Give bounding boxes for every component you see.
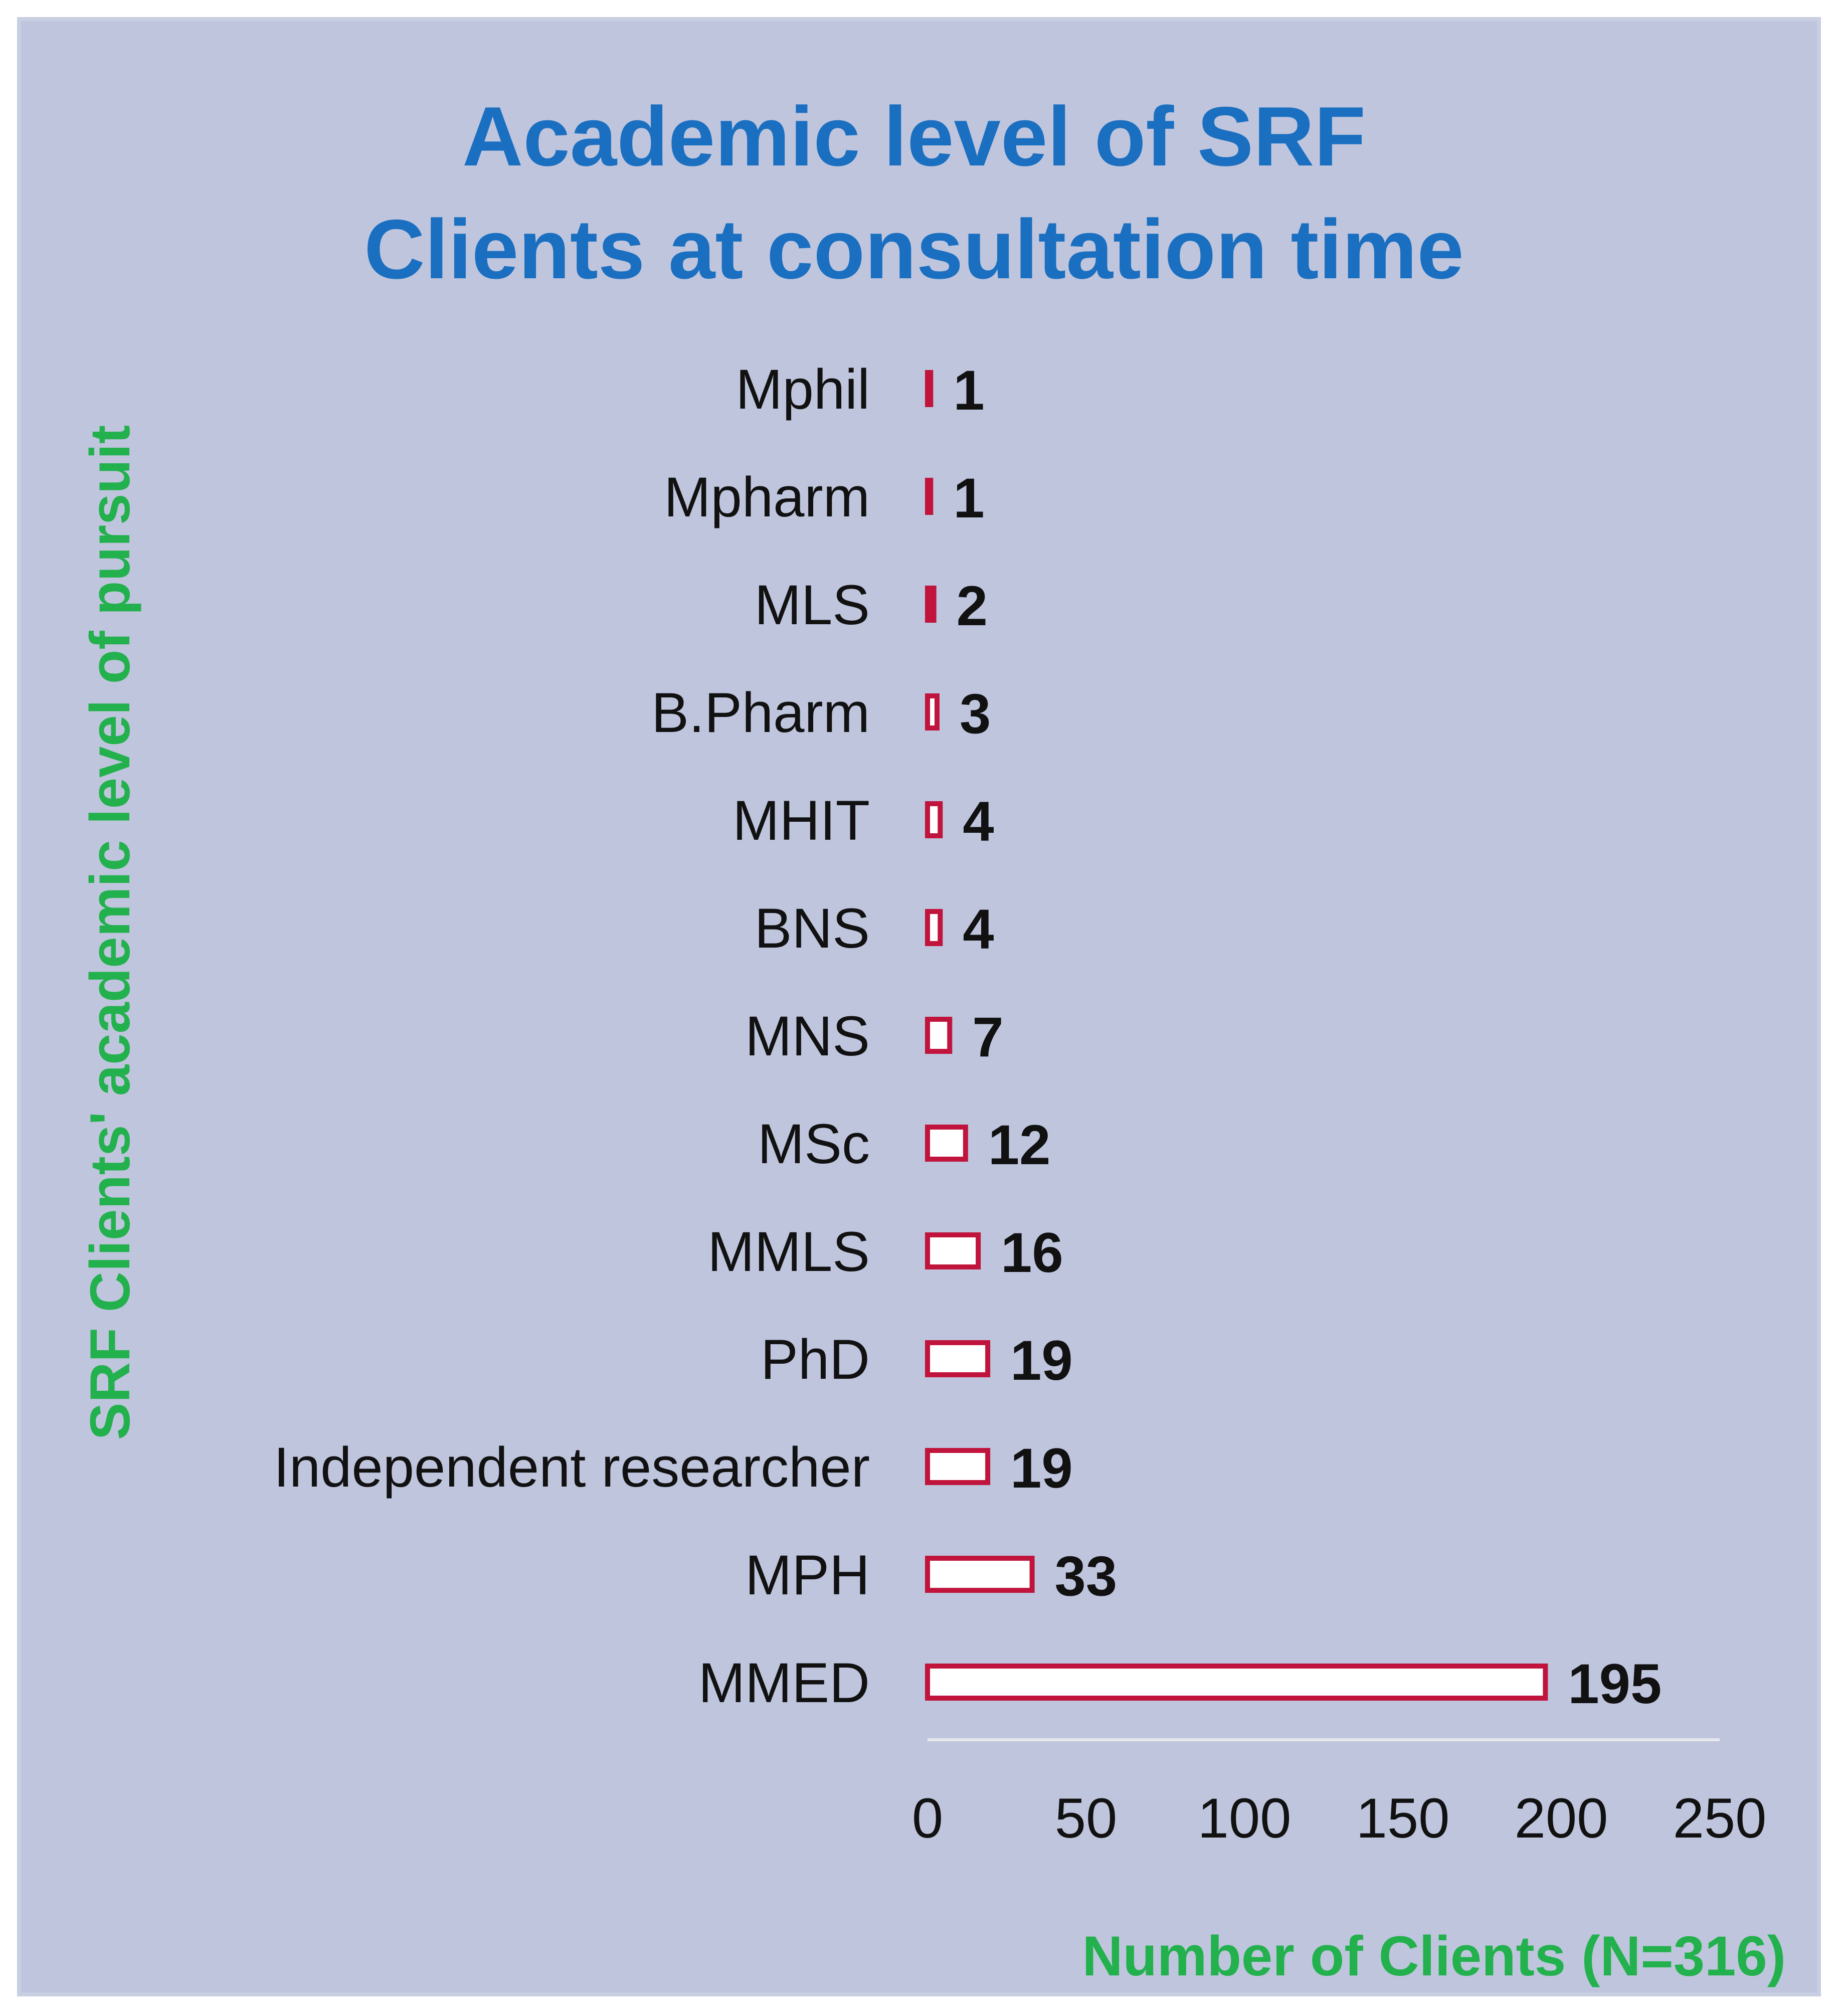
x-tick-label: 250 bbox=[1673, 1787, 1767, 1850]
data-label: 1 bbox=[953, 359, 984, 422]
category-label: MSc bbox=[758, 1113, 870, 1175]
category-label: MMED bbox=[698, 1652, 870, 1714]
x-tick-label: 50 bbox=[1055, 1787, 1118, 1850]
bar bbox=[925, 1556, 1035, 1593]
data-label: 12 bbox=[988, 1114, 1051, 1176]
x-tick-label: 150 bbox=[1356, 1787, 1450, 1850]
bar bbox=[925, 478, 934, 515]
data-label: 7 bbox=[972, 1006, 1003, 1068]
chart-title-line-1: Academic level of SRF bbox=[462, 89, 1366, 184]
bar bbox=[925, 1017, 953, 1054]
chart-panel bbox=[17, 17, 1821, 1996]
category-label: MNS bbox=[745, 1005, 870, 1067]
bar bbox=[925, 1448, 991, 1485]
data-label: 16 bbox=[1001, 1221, 1063, 1284]
category-label: B.Pharm bbox=[651, 681, 870, 744]
data-label: 33 bbox=[1055, 1545, 1118, 1607]
x-tick-label: 0 bbox=[912, 1787, 943, 1850]
bar bbox=[925, 1232, 981, 1269]
category-label: MMLS bbox=[707, 1220, 870, 1283]
bar bbox=[925, 1340, 991, 1377]
category-label: Mpharm bbox=[664, 466, 870, 528]
data-label: 19 bbox=[1010, 1329, 1073, 1392]
x-axis-title: Number of Clients (N=316) bbox=[1082, 1925, 1786, 1987]
bar bbox=[925, 693, 940, 730]
data-label: 3 bbox=[960, 682, 991, 745]
bar bbox=[925, 801, 943, 838]
data-label: 4 bbox=[963, 790, 994, 853]
x-tick-label: 200 bbox=[1515, 1787, 1608, 1850]
data-label: 4 bbox=[963, 898, 994, 961]
x-tick-labels: 0 50 100 150 200 250 bbox=[912, 1787, 1767, 1850]
bar bbox=[925, 1664, 1548, 1701]
chart-title-line-2: Clients at consultation time bbox=[364, 202, 1464, 296]
category-label: Mphil bbox=[736, 358, 870, 421]
bars-group: Mphil 1 Mpharm 1 MLS 2 B.Pharm 3 MHIT 4 BNS 4 MNS 7 MS… bbox=[274, 358, 1662, 1715]
category-label: PhD bbox=[761, 1328, 870, 1391]
bar bbox=[925, 909, 943, 946]
data-label: 195 bbox=[1568, 1653, 1662, 1715]
category-label: MHIT bbox=[732, 789, 870, 852]
x-tick-label: 100 bbox=[1198, 1787, 1292, 1850]
data-label: 19 bbox=[1010, 1437, 1073, 1500]
data-label: 2 bbox=[957, 575, 988, 637]
bar bbox=[925, 586, 937, 623]
category-label: MLS bbox=[755, 574, 870, 636]
bar bbox=[925, 370, 934, 407]
category-label: Independent researcher bbox=[274, 1436, 870, 1499]
category-label: BNS bbox=[755, 897, 870, 960]
data-label: 1 bbox=[953, 467, 984, 529]
category-label: MPH bbox=[745, 1544, 870, 1606]
bar bbox=[925, 1125, 968, 1162]
y-axis-title: SRF Clients' academic level of pursuit bbox=[79, 425, 141, 1440]
